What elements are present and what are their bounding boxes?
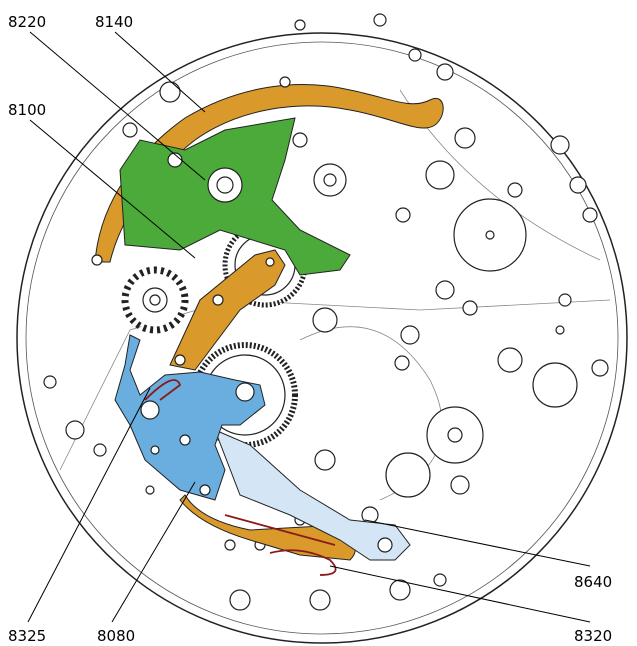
callout-label: 8640 — [574, 573, 612, 591]
callout-label: 8325 — [8, 627, 46, 645]
callout-label: 8320 — [574, 627, 612, 645]
callout-label: 8080 — [97, 627, 135, 645]
callout-label: 8100 — [8, 101, 46, 119]
callout-label: 8140 — [95, 13, 133, 31]
callout-label: 8220 — [8, 13, 46, 31]
movement-diagram: 8220 8140 8100 8325 8080 8640 8320 — [0, 0, 637, 646]
